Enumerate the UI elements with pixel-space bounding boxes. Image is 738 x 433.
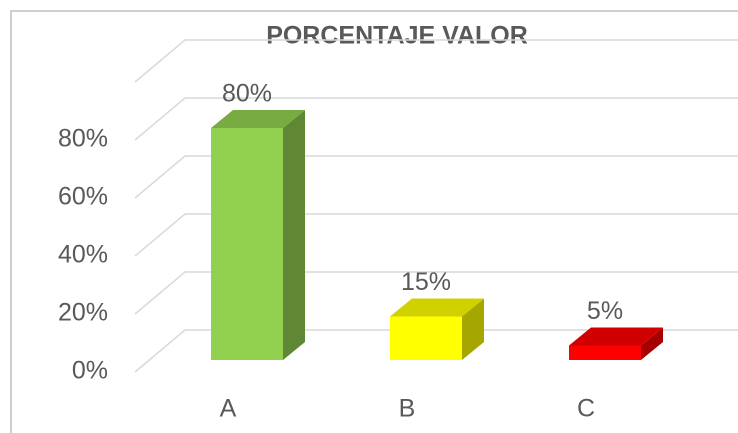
y-tick-label: 20% [58,299,108,327]
grid-line [134,271,738,315]
bar [569,345,641,360]
grid-line [134,39,738,83]
grid-line [134,155,738,199]
bar-top [569,327,663,346]
grid-line [134,213,738,257]
x-tick-label: A [220,395,237,423]
y-tick-label: 60% [58,183,108,211]
y-tick-label: 40% [58,241,108,269]
x-tick-label: B [399,395,416,423]
chart-border [10,10,738,433]
y-tick-label: 80% [58,125,108,153]
bar-side [283,110,305,360]
x-tick-label: C [577,395,595,423]
bar [390,316,462,360]
value-label: 80% [222,80,272,108]
bar-side [641,327,663,360]
y-tick-label: 0% [72,357,108,385]
chart-title: PORCENTAJE VALOR [266,22,528,50]
bar-side [462,298,484,360]
value-label: 15% [401,268,451,296]
grid-line [134,329,738,373]
bar [211,128,283,360]
bar-top [211,110,305,128]
bar-top [390,298,484,317]
value-label: 5% [587,297,623,325]
grid-line [134,97,738,141]
